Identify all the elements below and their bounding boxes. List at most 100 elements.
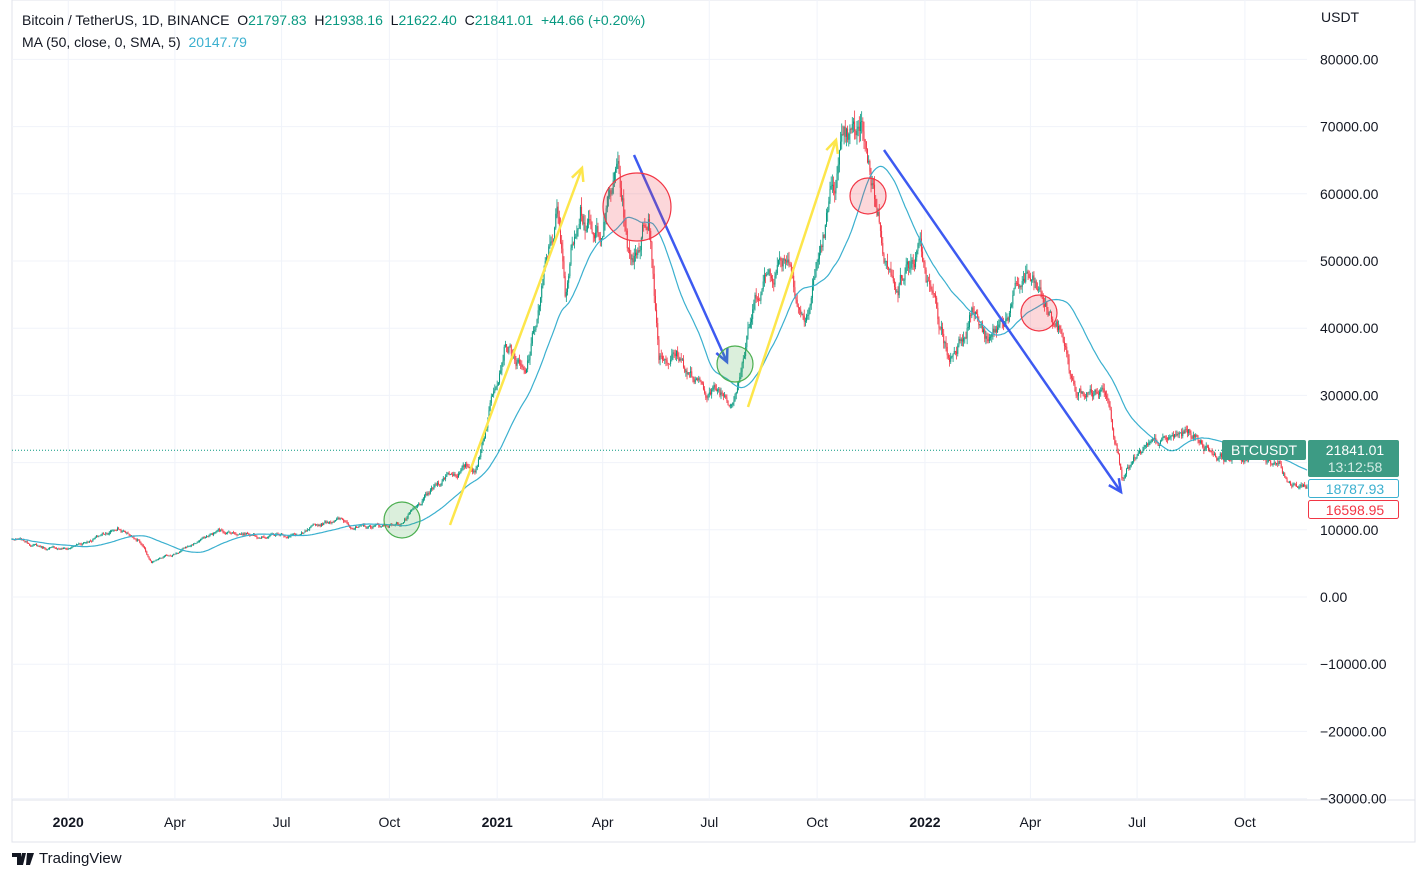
candle-down: [141, 544, 143, 546]
candle-down: [1167, 438, 1169, 440]
candle-up: [1182, 431, 1184, 437]
candle-down: [133, 536, 135, 539]
candle-up: [1014, 282, 1016, 289]
candle-up: [1288, 481, 1290, 483]
candle-down: [293, 533, 295, 535]
tradingview-logo[interactable]: TradingView: [12, 850, 122, 867]
drawings[interactable]: [383, 137, 1123, 539]
candle-down: [1080, 388, 1082, 394]
candle-up: [971, 307, 973, 316]
candle-down: [1095, 389, 1097, 392]
candle-up: [107, 534, 109, 536]
candle-up: [175, 553, 177, 554]
candle-up: [896, 291, 898, 293]
candle-up: [337, 517, 339, 520]
candle-down: [931, 289, 933, 291]
candle-down: [166, 554, 168, 556]
candle-up: [1273, 462, 1275, 465]
candle-up: [1192, 434, 1194, 439]
candle-down: [977, 314, 979, 321]
candle-up: [1174, 434, 1176, 438]
candle-up: [460, 470, 462, 474]
candle-up: [1158, 445, 1160, 446]
candle-down: [207, 536, 209, 537]
candle-up: [372, 527, 374, 529]
candle-up: [1184, 429, 1186, 434]
candle-down: [668, 363, 670, 365]
candle-down: [933, 293, 935, 295]
candle-up: [1055, 321, 1057, 327]
candle-down: [715, 388, 717, 391]
time-axis[interactable]: 2020 Apr Jul Oct 2021 Apr Jul Oct 2022 Apr Jul Oct: [53, 814, 1256, 830]
candle-up: [1151, 439, 1153, 442]
candle-up: [1272, 464, 1274, 465]
candle-up: [718, 389, 720, 391]
price-axis[interactable]: 80000.00 70000.00 60000.00 50000.00 40000.00…: [1320, 51, 1387, 806]
candle-down: [1074, 384, 1076, 392]
candle-down: [295, 533, 297, 536]
candle-up: [126, 532, 128, 534]
candle-down: [371, 527, 373, 529]
candle-down: [1206, 445, 1208, 447]
candle-up: [536, 319, 538, 327]
candle-down: [591, 228, 593, 233]
candle-down: [1220, 453, 1222, 457]
candle-down: [247, 532, 249, 535]
candle-up: [72, 546, 74, 547]
candle-up: [401, 523, 403, 525]
candle-down: [1216, 457, 1218, 461]
time-tick-label: 2021: [482, 814, 513, 830]
candle-up: [1266, 461, 1268, 463]
candle-up: [400, 523, 402, 526]
ma-line: [11, 165, 1308, 554]
candle-up: [743, 355, 745, 359]
candle-down: [649, 219, 651, 231]
candle-down: [1186, 429, 1188, 434]
candle-down: [619, 173, 621, 188]
candle-up: [576, 230, 578, 237]
candle-up: [998, 324, 1000, 328]
candle-up: [951, 356, 953, 357]
candle-down: [332, 522, 334, 524]
candle-down: [378, 524, 380, 527]
candle-down: [255, 535, 257, 537]
candle-up: [595, 232, 597, 239]
candle-up: [849, 128, 851, 134]
symbol-legend[interactable]: Bitcoin / TetherUS, 1D, BINANCE O21797.8…: [22, 12, 645, 28]
candle-up: [806, 315, 808, 322]
candle-up: [694, 379, 696, 383]
candle-down: [127, 532, 129, 535]
candle-down: [1297, 486, 1299, 488]
candle-up: [968, 315, 970, 327]
candle-down: [890, 268, 892, 275]
last-price-text: 21841.01: [1326, 442, 1385, 458]
candle-down: [1036, 288, 1038, 290]
candle-down: [1120, 463, 1122, 470]
candle-up: [731, 404, 733, 406]
candle-up: [213, 532, 215, 535]
candle-down: [370, 525, 372, 528]
candle-down: [697, 378, 699, 380]
candle-down: [30, 545, 32, 547]
candle-down: [636, 252, 638, 256]
candle-up: [70, 548, 72, 550]
ma-legend[interactable]: MA (50, close, 0, SMA, 5) 20147.79: [22, 34, 247, 50]
candle-down: [456, 475, 458, 478]
candle-down: [620, 187, 622, 200]
candle-up: [633, 255, 635, 263]
candle-up: [409, 511, 411, 513]
candle-up: [542, 279, 544, 286]
candle-down: [150, 560, 152, 564]
candle-up: [40, 546, 42, 548]
candle-up: [225, 532, 227, 535]
candle-up: [1005, 318, 1007, 325]
candle-up: [1094, 389, 1096, 396]
candle-up: [964, 337, 966, 339]
candle-down: [1211, 451, 1213, 454]
candle-up: [884, 261, 886, 263]
candle-down: [24, 540, 26, 543]
candle-up: [172, 555, 174, 557]
candle-up: [309, 528, 311, 530]
candle-down: [661, 356, 663, 360]
